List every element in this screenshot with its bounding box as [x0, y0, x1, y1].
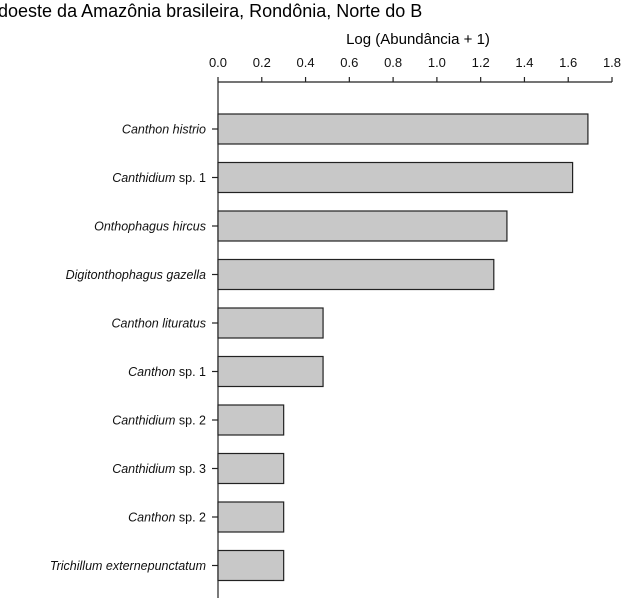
- x-axis-title: Log (Abundância + 1): [346, 31, 490, 48]
- x-tick-label: 1.0: [428, 55, 446, 70]
- category-label-italic: Canthon histrio: [122, 123, 206, 137]
- category-label-suffix: sp. 2: [175, 414, 206, 428]
- bar: [217, 404, 285, 436]
- category-label-italic: Canthidium: [112, 414, 175, 428]
- category-label: Digitonthophagus gazella: [66, 268, 206, 282]
- x-tick-label: 0.6: [340, 55, 358, 70]
- category-label: Canthidium sp. 1: [112, 171, 206, 185]
- category-label: Trichillum externepunctatum: [50, 559, 206, 573]
- category-label: Canthon lituratus: [111, 317, 206, 331]
- category-label: Canthon sp. 1: [128, 365, 206, 379]
- x-tick-label: 1.6: [559, 55, 577, 70]
- category-label: Canthon sp. 2: [128, 511, 206, 525]
- category-label-suffix: sp. 2: [175, 511, 206, 525]
- bar: [217, 355, 324, 388]
- category-label-suffix: sp. 1: [175, 365, 206, 379]
- category-label-italic: Digitonthophagus gazella: [66, 268, 206, 282]
- x-tick-label: 1.8: [603, 55, 621, 70]
- category-label: Canthidium sp. 3: [112, 462, 206, 476]
- x-tick-label: 1.2: [472, 55, 490, 70]
- bar: [217, 161, 574, 194]
- bar: [217, 113, 589, 145]
- category-label-suffix: sp. 3: [175, 462, 206, 476]
- category-label-italic: Trichillum externepunctatum: [50, 559, 206, 573]
- category-label-suffix: sp. 1: [175, 171, 206, 185]
- bar: [217, 210, 508, 242]
- x-tick-label: 0.4: [297, 55, 315, 70]
- bar: [217, 549, 285, 582]
- category-label-italic: Canthon: [128, 365, 175, 379]
- bars: [217, 113, 589, 582]
- x-axis: 0.0 0.2 0.4 0.6 0.8 1.0 1.2 1.4 1.6 1.8: [209, 55, 621, 598]
- x-tick-label: 0.0: [209, 55, 227, 70]
- x-tick-label: 0.2: [253, 55, 271, 70]
- category-label-italic: Onthophagus hircus: [94, 220, 206, 234]
- bar: [217, 307, 324, 339]
- category-label-italic: Canthon: [128, 511, 175, 525]
- bar: [217, 501, 285, 533]
- bar: [217, 258, 495, 291]
- x-tick-label: 1.4: [515, 55, 533, 70]
- category-labels: Canthon histrio Canthidium sp. 1 Onthophag…: [50, 123, 206, 574]
- category-label-italic: Canthidium: [112, 171, 175, 185]
- x-tick-label: 0.8: [384, 55, 402, 70]
- category-label-italic: Canthon lituratus: [111, 317, 206, 331]
- category-label: Canthon histrio: [122, 123, 206, 137]
- bar: [217, 452, 285, 485]
- category-label-italic: Canthidium: [112, 462, 175, 476]
- page-header-text: udoeste da Amazônia brasileira, Rondônia…: [0, 1, 422, 21]
- category-label: Onthophagus hircus: [94, 220, 206, 234]
- category-label: Canthidium sp. 2: [112, 414, 206, 428]
